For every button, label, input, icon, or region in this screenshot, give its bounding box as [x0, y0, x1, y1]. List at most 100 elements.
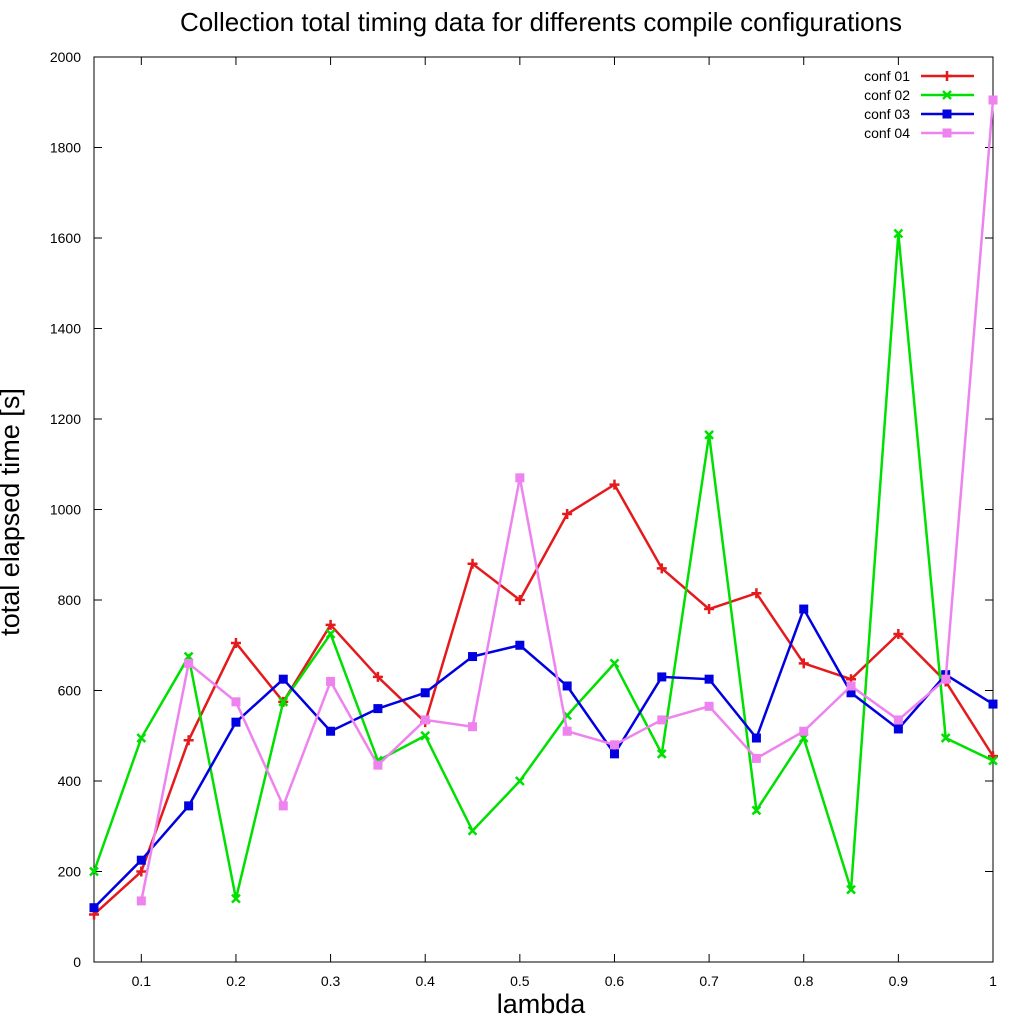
data-point: [420, 730, 431, 741]
series-conf-02: [89, 228, 998, 904]
data-point: [893, 228, 904, 239]
data-point: [467, 558, 478, 569]
data-point: [326, 726, 336, 736]
data-point: [657, 672, 667, 682]
data-point: [231, 697, 241, 707]
y-tick-label: 800: [58, 592, 82, 608]
data-point: [326, 676, 336, 686]
data-point: [278, 801, 288, 811]
data-point: [515, 640, 525, 650]
data-point: [704, 604, 715, 615]
data-point: [704, 701, 714, 711]
data-point: [846, 688, 856, 698]
data-point: [941, 674, 951, 684]
x-axis-label: lambda: [497, 989, 587, 1019]
y-axis-label: total elapsed time [s]: [0, 388, 25, 636]
data-point: [183, 735, 194, 746]
data-point: [656, 563, 667, 574]
data-point: [893, 715, 903, 725]
data-point: [657, 715, 667, 725]
y-tick-label: 200: [58, 864, 82, 880]
x-tick-label: 0.2: [226, 973, 246, 989]
y-tick-label: 2000: [50, 49, 81, 65]
data-point: [89, 866, 99, 877]
legend: conf 01 conf 02 conf 03 conf 04: [864, 68, 974, 141]
data-point: [704, 674, 714, 684]
data-point: [468, 722, 478, 732]
data-point: [184, 801, 194, 811]
data-point: [325, 629, 336, 639]
x-tick-label: 0.7: [699, 973, 719, 989]
data-point: [942, 109, 952, 119]
data-point: [515, 473, 525, 483]
x-tick-label: 0.5: [510, 973, 530, 989]
data-point: [562, 681, 572, 691]
data-point: [184, 658, 194, 668]
data-point: [751, 753, 761, 763]
chart-title: Collection total timing data for differe…: [180, 7, 902, 37]
data-point: [609, 479, 620, 490]
y-tick-label: 600: [58, 683, 82, 699]
x-tick-label: 0.4: [415, 973, 435, 989]
data-point: [609, 749, 619, 759]
data-point: [230, 637, 241, 648]
data-point: [514, 595, 525, 605]
y-tick-label: 1000: [50, 502, 81, 518]
data-point: [988, 755, 998, 766]
data-point: [846, 681, 856, 691]
axis-ticks: 0.1 0.2 0.3 0.4 0.5 0.6 0.7 0.8 0.9 1 0 200 400 600 80…: [50, 49, 997, 989]
data-point: [940, 733, 951, 743]
data-point: [751, 733, 761, 743]
y-tick-label: 1600: [50, 230, 81, 246]
series-line: [140, 99, 995, 902]
data-point: [988, 699, 998, 709]
series-line: [93, 606, 994, 909]
data-point: [799, 726, 809, 736]
data-point: [656, 748, 667, 759]
data-point: [942, 90, 952, 100]
series-line: [92, 233, 994, 899]
x-tick-label: 0.1: [132, 973, 152, 989]
data-point: [467, 825, 478, 836]
legend-label: conf 02: [864, 87, 910, 103]
legend-label: conf 01: [864, 68, 910, 84]
data-point: [420, 688, 430, 698]
data-point: [468, 652, 478, 662]
y-tick-label: 0: [73, 954, 81, 970]
data-point: [942, 128, 952, 138]
data-point: [893, 724, 903, 734]
data-point: [136, 896, 146, 906]
series-layer: [89, 95, 998, 920]
data-point: [231, 893, 241, 904]
data-point: [231, 717, 241, 727]
legend-label: conf 03: [864, 106, 910, 122]
plot-frame: [93, 56, 994, 963]
data-point: [420, 715, 430, 725]
data-point: [373, 760, 383, 770]
data-point: [942, 71, 952, 81]
x-tick-label: 0.6: [605, 973, 625, 989]
series-conf-04: [136, 95, 998, 906]
data-point: [609, 740, 619, 750]
data-point: [562, 509, 573, 520]
x-tick-label: 0.8: [794, 973, 814, 989]
data-point: [609, 658, 620, 669]
data-point: [799, 604, 809, 614]
data-point: [278, 674, 288, 684]
y-tick-label: 1800: [50, 140, 81, 156]
y-tick-label: 1400: [50, 321, 81, 337]
data-point: [893, 628, 904, 639]
x-tick-label: 0.9: [889, 973, 909, 989]
x-tick-label: 0.3: [321, 973, 341, 989]
data-point: [372, 671, 383, 682]
y-tick-label: 1200: [50, 411, 81, 427]
data-point: [136, 855, 146, 865]
data-point: [751, 588, 762, 599]
legend-label: conf 04: [864, 125, 910, 141]
y-tick-label: 400: [58, 773, 82, 789]
data-point: [136, 733, 147, 743]
data-point: [988, 95, 998, 105]
data-point: [798, 658, 809, 669]
